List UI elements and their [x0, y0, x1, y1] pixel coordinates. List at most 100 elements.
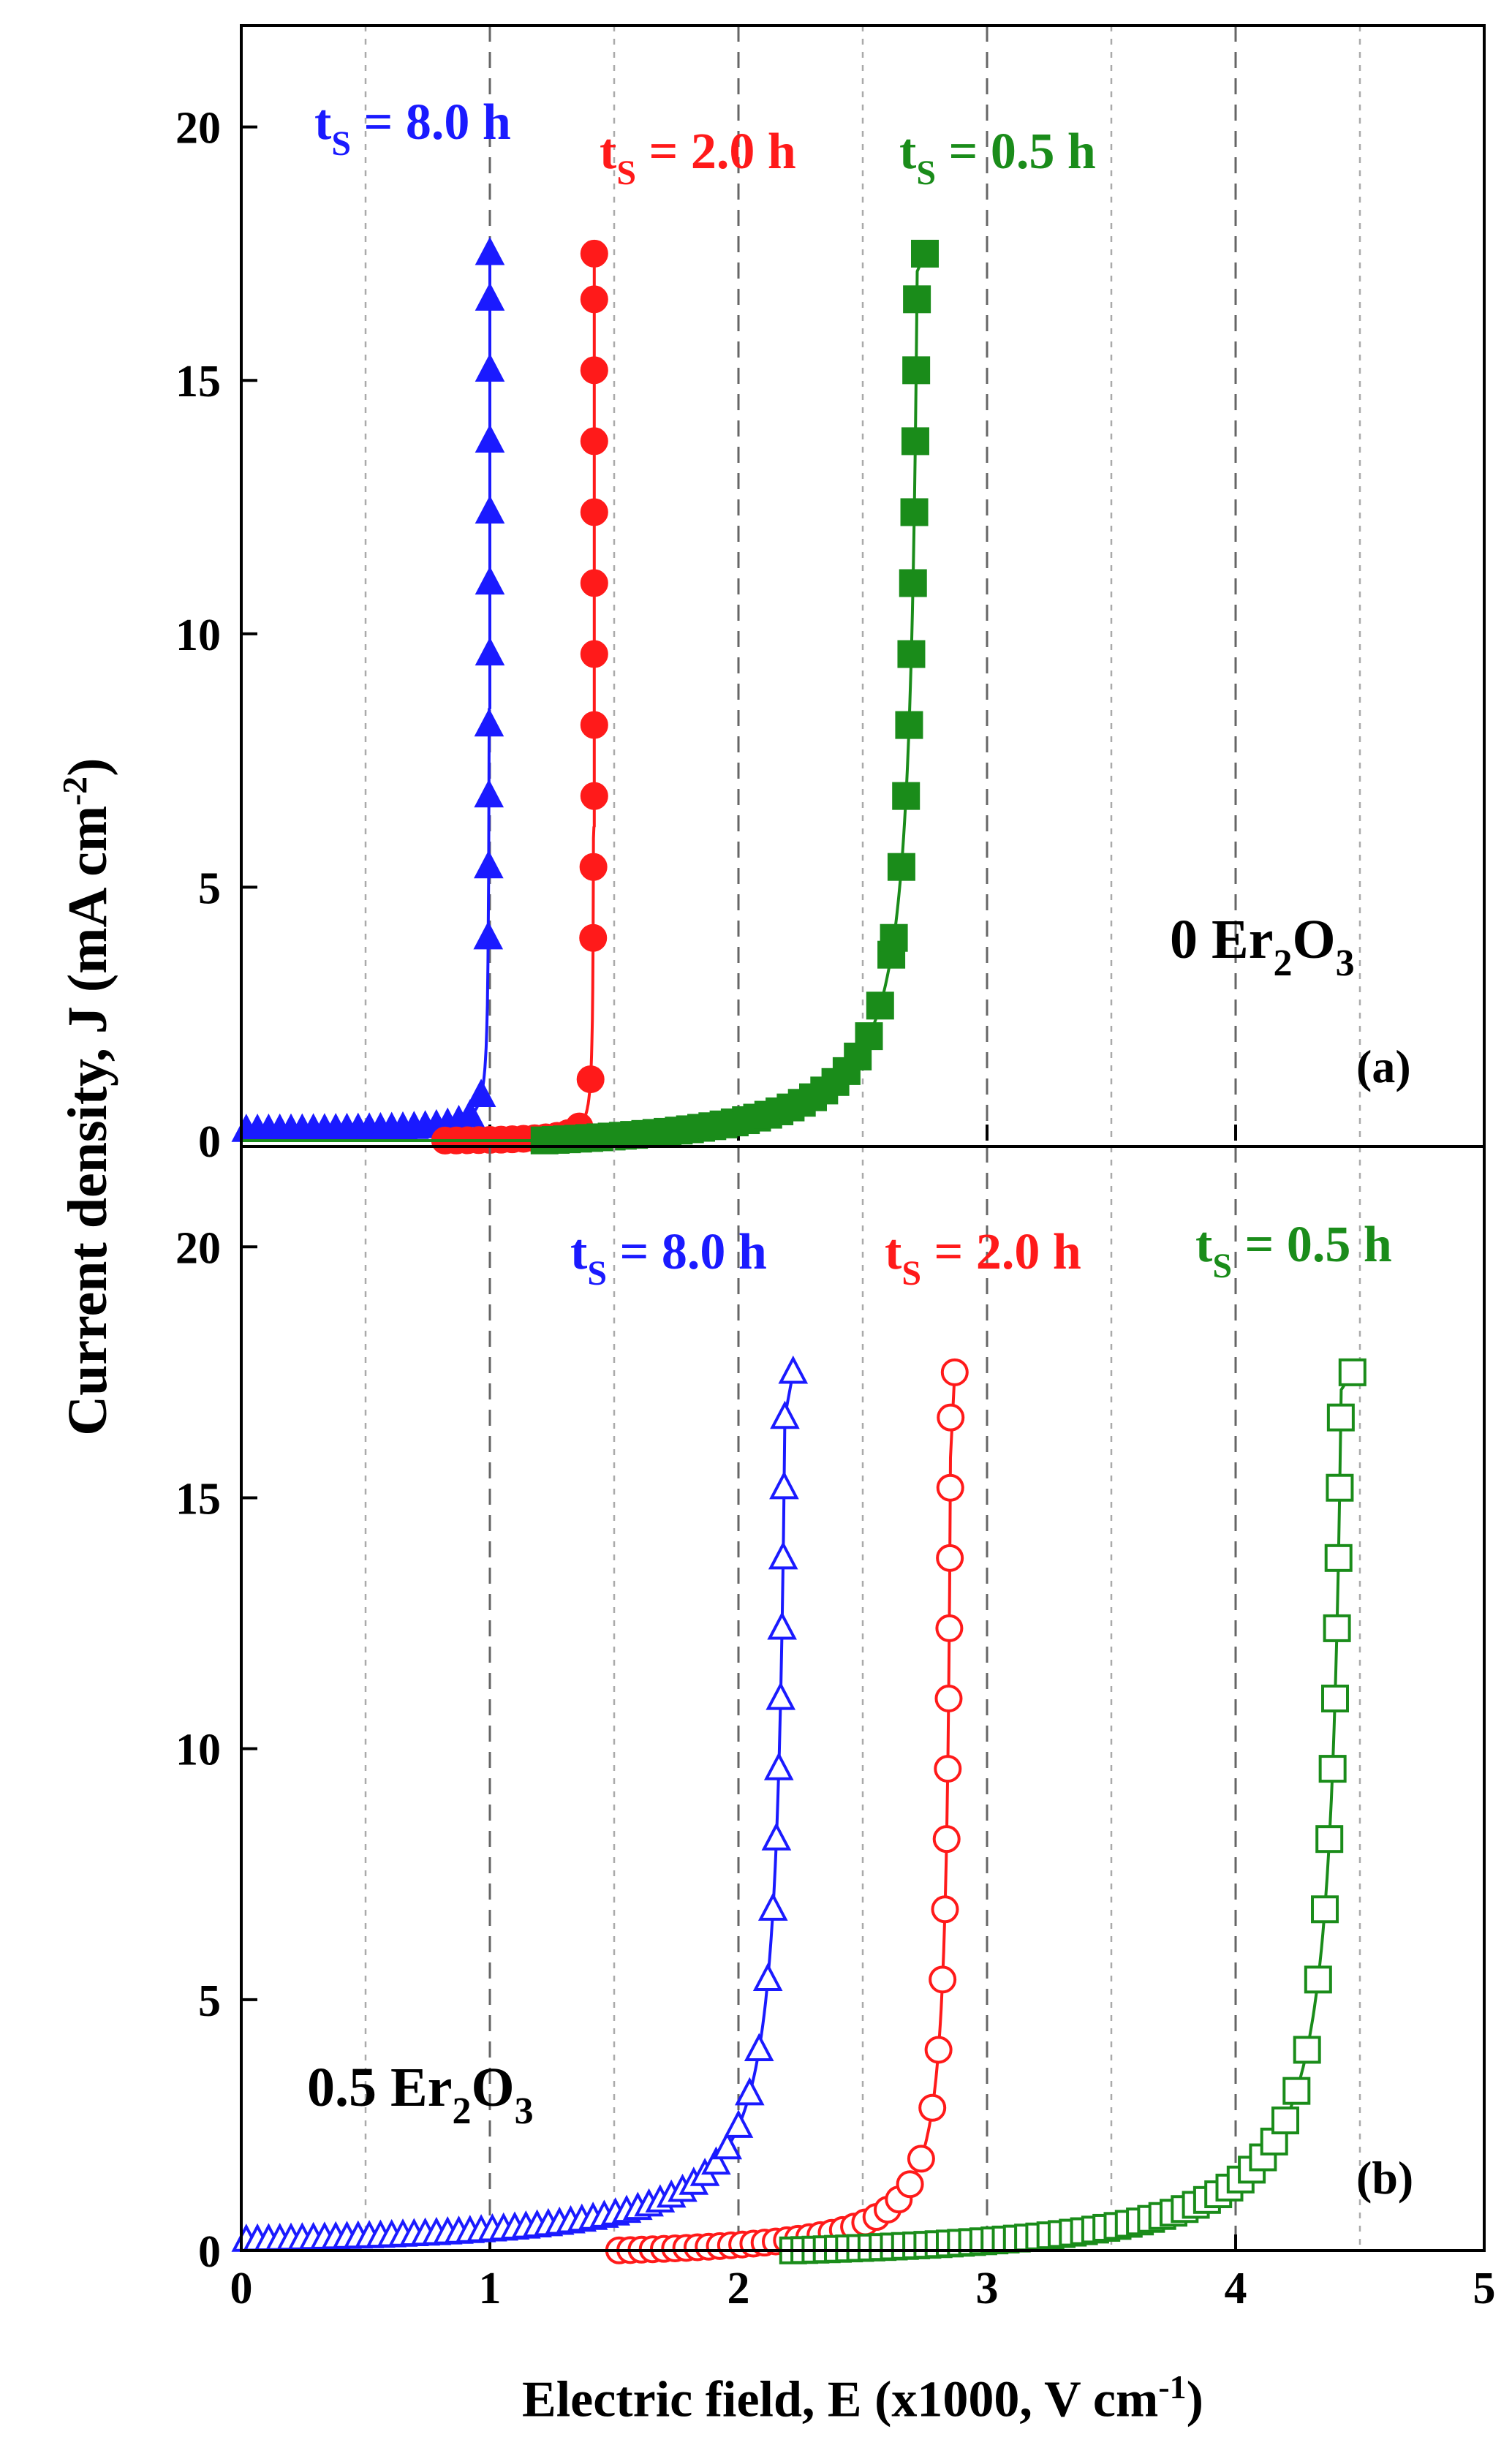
x-tick-label: 2 — [727, 2264, 750, 2313]
series-line — [241, 1372, 956, 2252]
legend-label: tS = 2.0 h — [885, 1224, 1081, 1293]
legend-sub: S — [587, 1254, 607, 1293]
marker-circle — [924, 2036, 953, 2064]
y-tick-label: 10 — [175, 611, 221, 660]
legend-t: t — [1195, 1217, 1212, 1273]
marker-square — [902, 356, 931, 385]
marker-square — [1323, 1614, 1351, 1642]
y-tick-label: 10 — [175, 1726, 221, 1775]
marker-circle — [576, 1065, 605, 1094]
composition-sub2: 3 — [515, 2090, 534, 2132]
marker-square — [1304, 1965, 1332, 1994]
x-tick-label: 3 — [976, 2264, 999, 2313]
marker-triangle — [474, 850, 504, 879]
x-axis-label: Electric field, E (x1000, V cm-1) — [522, 2368, 1203, 2428]
marker-square — [1324, 1544, 1353, 1572]
y-tick-label: 5 — [198, 1976, 221, 2026]
marker-circle — [579, 923, 608, 952]
y-tick-label: 15 — [175, 357, 221, 407]
legend-sub: S — [1212, 1247, 1232, 1285]
legend-label: tS = 0.5 h — [899, 124, 1096, 192]
marker-circle — [580, 569, 608, 597]
legend-t: t — [314, 94, 331, 151]
marker-circle — [934, 1755, 962, 1783]
marker-circle — [580, 356, 608, 385]
composition-prefix: 0.5 Er — [307, 2057, 452, 2118]
marker-triangle — [768, 1541, 798, 1570]
series-1 — [231, 236, 505, 1142]
x-tick-label: 5 — [1473, 2264, 1496, 2313]
composition-mid: O — [1292, 909, 1335, 970]
marker-triangle — [475, 566, 505, 595]
legend-rest: = 2.0 h — [636, 124, 796, 180]
marker-triangle — [473, 921, 504, 950]
marker-square — [1326, 1403, 1355, 1432]
marker-triangle — [466, 1078, 496, 1107]
marker-square — [897, 640, 926, 668]
marker-triangle — [723, 2109, 754, 2138]
x-tick-label: 0 — [230, 2264, 253, 2313]
marker-triangle — [701, 2146, 731, 2175]
x-tick-label: 1 — [479, 2264, 502, 2313]
marker-circle — [580, 285, 608, 314]
marker-triangle — [475, 424, 505, 453]
marker-triangle — [475, 236, 505, 265]
legend-sub: S — [616, 154, 636, 192]
marker-square — [1321, 1685, 1349, 1712]
series-2 — [241, 239, 608, 1155]
y-axis-label: Current density, J (mA cm-2) — [56, 757, 119, 1436]
marker-circle — [580, 640, 608, 668]
marker-square — [892, 782, 921, 810]
marker-circle — [896, 2170, 924, 2199]
marker-circle — [580, 782, 608, 810]
series-line — [241, 1371, 1354, 2252]
marker-triangle — [475, 282, 505, 311]
composition-mid: O — [471, 2057, 514, 2118]
marker-circle — [936, 1544, 964, 1572]
marker-square — [887, 853, 915, 881]
legend-sub: S — [901, 1254, 921, 1293]
series-line — [241, 253, 596, 1142]
marker-triangle — [474, 779, 504, 808]
marker-triangle — [744, 2033, 774, 2062]
y-tick-label: 0 — [198, 1117, 221, 1167]
marker-circle — [907, 2145, 935, 2173]
y-tick-label: 15 — [175, 1474, 221, 1524]
marker-square — [1311, 1895, 1339, 1924]
marker-triangle — [757, 1892, 788, 1921]
legend-rest: = 8.0 h — [607, 1224, 767, 1280]
x-tick-label: 4 — [1225, 2264, 1247, 2313]
panel-label: (b) — [1356, 2152, 1413, 2204]
series-line — [241, 253, 926, 1142]
series-1 — [231, 1355, 809, 2252]
marker-circle — [579, 853, 608, 881]
y-axis-label-wrap: Current density, J (mA cm-2) — [26, 731, 150, 1462]
marker-triangle — [474, 708, 504, 737]
marker-triangle — [766, 1682, 796, 1710]
composition-label: 0.5 Er2O3 — [307, 2057, 534, 2132]
marker-circle — [935, 1614, 964, 1642]
marker-square — [1315, 1825, 1344, 1854]
y-tick-label: 5 — [198, 864, 221, 913]
marker-square — [880, 923, 908, 952]
legend-rest: = 0.5 h — [1232, 1217, 1392, 1273]
legend-label: tS = 8.0 h — [314, 94, 511, 163]
marker-triangle — [712, 2131, 743, 2160]
marker-square — [901, 427, 929, 456]
legend-rest: = 2.0 h — [921, 1224, 1081, 1280]
series-3 — [241, 1358, 1367, 2264]
marker-circle — [929, 1965, 957, 1994]
marker-square — [866, 991, 894, 1020]
legend-sub: S — [331, 124, 351, 163]
marker-square — [1282, 2077, 1311, 2105]
marker-square — [895, 711, 923, 739]
marker-square — [1318, 1755, 1347, 1783]
marker-triangle — [761, 1822, 792, 1851]
composition-label: 0 Er2O3 — [1170, 909, 1355, 984]
plot-frame — [240, 24, 1486, 2252]
marker-square — [855, 1022, 883, 1051]
y-tick-label: 20 — [175, 104, 221, 154]
